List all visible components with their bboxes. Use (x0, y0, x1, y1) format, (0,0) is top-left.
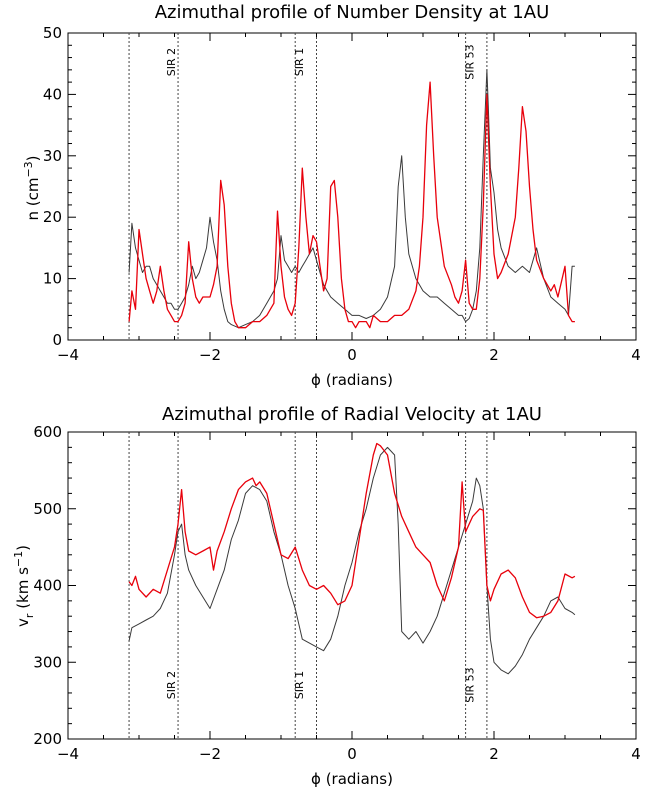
density-x-axis-label: ϕ (radians) (311, 371, 393, 389)
density-y-axis-label-main: n (cm (24, 178, 42, 221)
velocity-chart-title: Azimuthal profile of Radial Velocity at … (162, 404, 542, 425)
density-ticks (67, 32, 637, 341)
velocity-series-line-0 (128, 446, 576, 675)
velocity-y-axis-label-unit: (km s (14, 567, 32, 614)
velocity-y-axis-label-close: ) (14, 545, 32, 551)
density-y-tick-label: 50 (43, 24, 62, 42)
velocity-y-tick-label: 500 (33, 500, 62, 518)
velocity-vlines (128, 432, 488, 739)
density-y-axis-label-exponent: −3 (22, 161, 35, 177)
density-x-tick-label: 0 (347, 346, 357, 364)
density-chart-title: Azimuthal profile of Number Density at 1… (155, 2, 550, 23)
velocity-x-tick-label: 0 (347, 745, 357, 763)
velocity-y-tick-label: 200 (33, 730, 62, 748)
density-sir-label: SIR 1 (293, 48, 306, 76)
density-plot-frame (67, 32, 637, 341)
velocity-y-tick-label: 400 (33, 577, 62, 595)
density-y-axis-label-close: ) (24, 155, 42, 161)
density-sir-labels: SIR 2 SIR 1 SIR 53 (165, 44, 476, 79)
density-y-tick-label: 0 (52, 331, 62, 349)
velocity-chart: Azimuthal profile of Radial Velocity at … (12, 404, 641, 788)
velocity-sir-label: SIR 53 (463, 667, 476, 702)
density-y-tick-label: 40 (43, 85, 62, 103)
density-sir-label: SIR 53 (463, 44, 476, 79)
density-series-line-0 (128, 69, 575, 329)
velocity-y-axis-label-main: v (14, 618, 32, 627)
density-xtick-labels: −4 −2 0 2 4 (57, 346, 641, 364)
density-y-tick-label: 10 (43, 270, 62, 288)
velocity-y-axis-label-exponent: −1 (12, 551, 25, 567)
velocity-ticks (67, 431, 637, 740)
density-chart: Azimuthal profile of Number Density at 1… (22, 2, 641, 389)
density-y-tick-label: 30 (43, 147, 62, 165)
velocity-x-tick-label: 2 (489, 745, 499, 763)
velocity-ytick-labels: 200 300 400 500 600 (33, 423, 62, 748)
velocity-sir-labels: SIR 2 SIR 1 SIR 53 (165, 667, 476, 702)
velocity-x-tick-label: −4 (57, 745, 79, 763)
velocity-y-tick-label: 600 (33, 423, 62, 441)
density-ytick-labels: 0 10 20 30 40 50 (43, 24, 62, 349)
velocity-series (128, 442, 576, 675)
velocity-sir-label: SIR 1 (293, 671, 306, 699)
density-x-tick-label: −4 (57, 346, 79, 364)
density-series-line-1 (128, 81, 575, 329)
density-vlines (128, 33, 488, 340)
density-y-tick-label: 20 (43, 208, 62, 226)
density-y-axis-label: n (cm−3) (22, 155, 42, 220)
velocity-xtick-labels: −4 −2 0 2 4 (57, 745, 641, 763)
density-x-tick-label: −2 (199, 346, 221, 364)
velocity-sir-label: SIR 2 (165, 671, 178, 699)
velocity-x-tick-label: −2 (199, 745, 221, 763)
velocity-x-axis-label: ϕ (radians) (311, 770, 393, 788)
velocity-series-line-1 (128, 442, 576, 619)
density-x-tick-label: 4 (631, 346, 641, 364)
density-x-tick-label: 2 (489, 346, 499, 364)
density-sir-label: SIR 2 (165, 48, 178, 76)
density-series (128, 69, 575, 329)
velocity-x-tick-label: 4 (631, 745, 641, 763)
velocity-y-axis-label-subscript: r (23, 613, 36, 618)
velocity-y-tick-label: 300 (33, 653, 62, 671)
velocity-y-axis-label: vr (km s−1) (12, 545, 36, 627)
